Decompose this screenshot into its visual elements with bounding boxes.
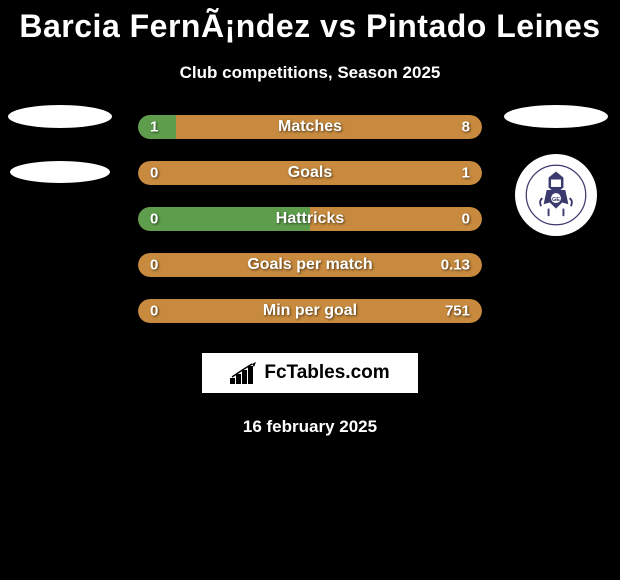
stat-value-left: 0 [150, 165, 158, 182]
club-left-logo-placeholder [10, 161, 110, 183]
date-text: 16 february 2025 [0, 417, 620, 437]
stat-value-right: 0.13 [441, 257, 470, 274]
content-wrapper: GE 1 Matches 8 0 Goals 1 0 Hattricks 0 0 Goals per… [0, 115, 620, 323]
stat-value-left: 0 [150, 257, 158, 274]
stats-column: 1 Matches 8 0 Goals 1 0 Hattricks 0 0 Goals per ma… [138, 115, 482, 323]
brand-box: FcTables.com [202, 353, 418, 393]
stat-label: Goals per match [247, 256, 372, 274]
right-player-col: GE [500, 105, 612, 236]
subtitle-text: Club competitions, Season 2025 [0, 63, 620, 83]
stat-value-right: 8 [462, 119, 470, 136]
stat-value-left: 0 [150, 211, 158, 228]
stat-bar: 1 Matches 8 [138, 115, 482, 139]
left-player-col [8, 105, 112, 183]
stat-label: Matches [278, 118, 342, 136]
stat-label: Min per goal [263, 302, 357, 320]
stat-bar: 0 Goals per match 0.13 [138, 253, 482, 277]
stat-value-right: 0 [462, 211, 470, 228]
stat-bar: 0 Goals 1 [138, 161, 482, 185]
stat-value-left: 0 [150, 303, 158, 320]
stat-bar: 0 Min per goal 751 [138, 299, 482, 323]
stat-label: Hattricks [276, 210, 344, 228]
svg-text:GE: GE [552, 197, 560, 203]
player-right-photo-placeholder [504, 105, 608, 128]
stat-bar: 0 Hattricks 0 [138, 207, 482, 231]
stat-value-left: 1 [150, 119, 158, 136]
stat-value-right: 1 [462, 165, 470, 182]
player-left-photo-placeholder [8, 105, 112, 128]
stat-value-right: 751 [445, 303, 470, 320]
comparison-title: Barcia FernÃ¡ndez vs Pintado Leines [0, 0, 620, 45]
fctables-logo-icon [230, 362, 258, 384]
gimnasia-logo-icon: GE [525, 164, 587, 226]
stat-label: Goals [288, 164, 332, 182]
brand-label: FcTables.com [264, 362, 389, 384]
club-right-logo: GE [515, 154, 597, 236]
